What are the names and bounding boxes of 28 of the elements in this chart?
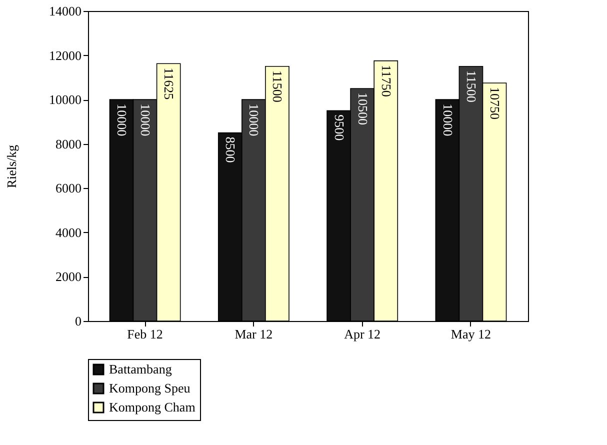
x-tick-label: Mar 12 [234, 326, 273, 342]
data-label: 11625 [162, 68, 177, 100]
legend-label: Kompong Speu [109, 380, 191, 396]
x-tick-label: Apr 12 [344, 326, 381, 342]
data-label: 9500 [332, 114, 347, 141]
y-tick-label: 6000 [56, 180, 82, 196]
data-label: 10000 [138, 104, 154, 136]
y-tick-label: 4000 [56, 224, 82, 240]
y-axis-title: Riels/kg [4, 144, 19, 188]
x-tick-label: May 12 [450, 326, 492, 342]
y-tick-label: 12000 [49, 48, 82, 63]
legend-label: Kompong Cham [109, 400, 196, 414]
data-label: 11500 [270, 70, 286, 102]
data-label: 10500 [355, 92, 370, 125]
data-label: 11750 [378, 64, 394, 97]
y-tick-label: 10000 [49, 92, 82, 108]
y-tick-label: 14000 [49, 4, 82, 18]
data-label: 10000 [114, 104, 130, 136]
y-tick-label: 8000 [56, 136, 82, 152]
y-tick-label: 2000 [56, 269, 82, 284]
x-tick-label: Feb 12 [127, 326, 163, 342]
y-tick-label: 0 [75, 314, 82, 328]
data-label: 10750 [488, 86, 502, 120]
data-label: 10000 [246, 104, 262, 136]
legend-label: Battambang [109, 362, 172, 376]
data-label: 10000 [440, 104, 456, 136]
data-label: 11500 [464, 70, 479, 102]
data-label: 8500 [223, 136, 238, 163]
